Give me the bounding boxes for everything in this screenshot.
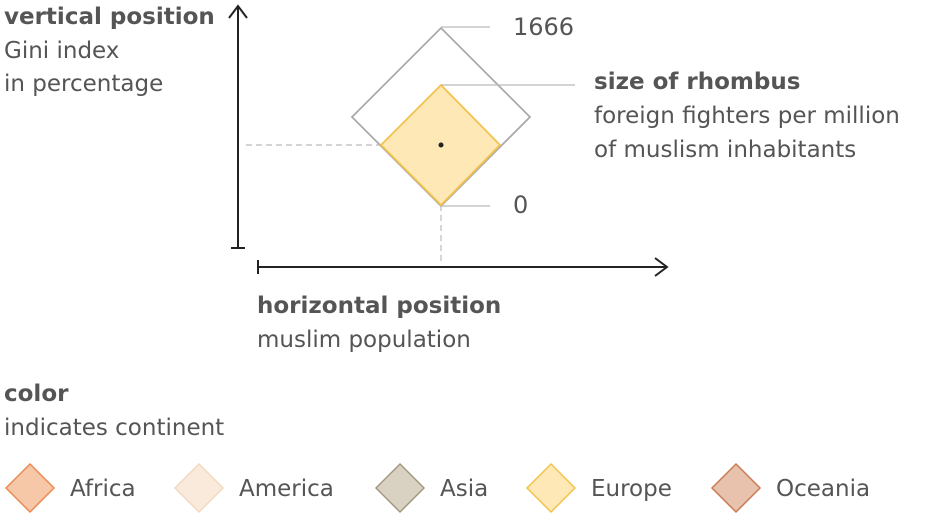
color-heading: color — [4, 381, 69, 407]
swatch-europe — [525, 462, 577, 514]
size-heading: size of rhombus — [594, 69, 801, 95]
size-line2: of muslism inhabitants — [594, 137, 857, 163]
color-item-oceania: Oceania — [776, 476, 871, 502]
horizontal-axis-arrowhead — [654, 257, 669, 277]
swatch-america — [173, 462, 225, 514]
horizontal-position-line1: muslim population — [257, 327, 471, 353]
swatch-oceania — [710, 462, 762, 514]
vertical-position-heading: vertical position — [4, 4, 215, 30]
vertical-position-line2: in percentage — [4, 71, 164, 97]
horizontal-position-heading: horizontal position — [257, 293, 502, 319]
color-item-asia: Asia — [440, 476, 489, 502]
center-dot — [438, 142, 444, 148]
vertical-position-line1: Gini index — [4, 38, 120, 64]
max-size-label: 1666 — [513, 13, 575, 41]
color-subheading: indicates continent — [4, 415, 225, 441]
color-item-europe: Europe — [591, 476, 672, 502]
vertical-axis-arrowhead — [228, 4, 248, 19]
color-swatches — [4, 462, 762, 514]
size-line1: foreign fighters per million — [594, 103, 900, 129]
swatch-africa — [4, 462, 56, 514]
color-item-america: America — [239, 476, 334, 502]
min-size-label: 0 — [513, 191, 529, 219]
swatch-asia — [374, 462, 426, 514]
color-item-africa: Africa — [70, 476, 136, 502]
